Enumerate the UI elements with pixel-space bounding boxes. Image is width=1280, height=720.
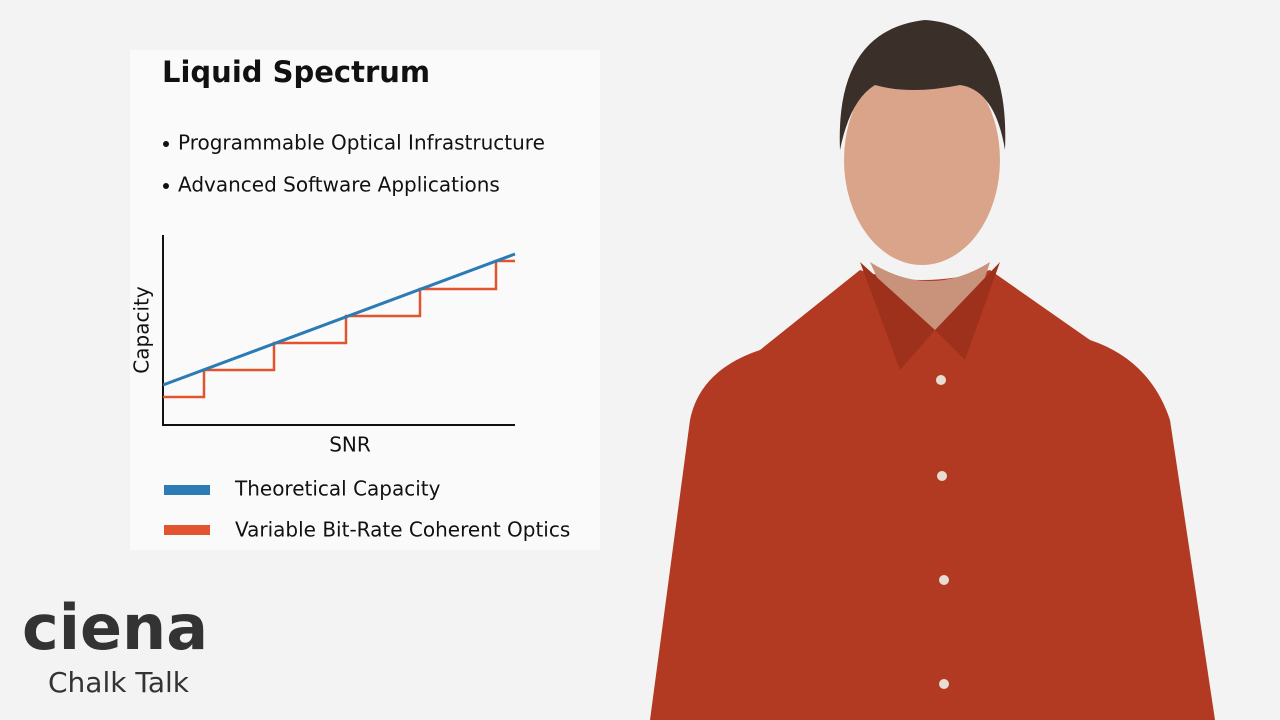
slide-title: Liquid Spectrum xyxy=(162,55,430,89)
face xyxy=(844,55,1000,265)
step-line xyxy=(163,259,515,399)
collar xyxy=(860,262,1000,370)
logo-brand: ciena xyxy=(22,591,208,664)
legend-label: Variable Bit-Rate Coherent Optics xyxy=(235,518,570,542)
bullet-dot xyxy=(163,183,169,189)
buttons xyxy=(936,375,949,689)
y-axis-label: Capacity xyxy=(130,286,154,374)
hair xyxy=(839,20,1006,150)
bullet: Advanced Software Applications xyxy=(178,173,500,197)
legend-swatch xyxy=(164,525,210,535)
shirt xyxy=(650,270,1215,720)
capacity-line xyxy=(162,252,516,387)
logo-subtitle: Chalk Talk xyxy=(48,666,190,699)
legend-label: Theoretical Capacity xyxy=(234,477,441,501)
bullet: Programmable Optical Infrastructure xyxy=(178,131,545,155)
legend-swatch xyxy=(164,485,210,495)
slide-panel xyxy=(130,50,600,550)
bullet-dot xyxy=(163,141,169,147)
axes xyxy=(162,235,515,426)
x-axis-label: SNR xyxy=(329,433,371,457)
presenter xyxy=(650,20,1215,720)
